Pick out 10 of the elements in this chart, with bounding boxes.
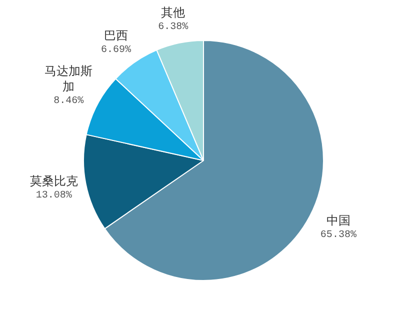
slice-label: 巴西 <box>104 28 128 43</box>
data-label: 13.08% <box>36 190 72 202</box>
data-label: 8.46% <box>54 96 84 107</box>
data-label: 65.38% <box>320 230 356 241</box>
slice-label: 莫桑比克 <box>30 174 78 188</box>
slice-label: 中国 <box>326 213 350 228</box>
data-label: 6.38% <box>158 22 188 33</box>
slice-label: 马达加斯加 <box>44 64 93 94</box>
slice-label: 其他 <box>161 5 186 20</box>
data-label: 6.69% <box>101 44 132 56</box>
